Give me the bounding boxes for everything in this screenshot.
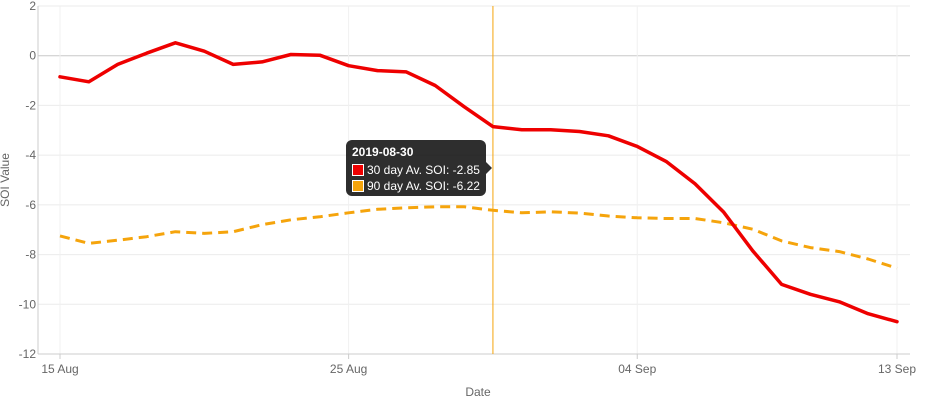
x-tick-label: 15 Aug: [41, 362, 78, 376]
series-line-90day-av-soi[interactable]: [59, 205, 898, 270]
y-tick-label: -8: [25, 248, 36, 262]
y-tick-label: -4: [25, 148, 36, 162]
y-tick-label: 0: [29, 49, 36, 63]
y-axis-tick-labels: 2 0 -2 -4 -6 -8 -10 -12: [19, 0, 37, 361]
tooltip-title: 2019-08-30: [352, 145, 414, 159]
data-tooltip: 2019-08-30 30 day Av. SOI: -2.85 90 day …: [346, 140, 492, 196]
y-tick-label: -2: [25, 98, 36, 112]
grid-lines: [37, 5, 910, 355]
y-tick-label: -10: [19, 297, 37, 311]
tooltip-swatch-90day: [352, 180, 364, 192]
tooltip-swatch-30day: [352, 164, 364, 176]
y-tick-label: 2: [29, 0, 36, 13]
tooltip-text-30day: 30 day Av. SOI: -2.85: [367, 163, 480, 177]
y-axis-title: SOI Value: [0, 153, 12, 207]
y-tick-label: -6: [25, 198, 36, 212]
series-line-30day-av-soi[interactable]: [58, 41, 899, 324]
x-tick-label: 04 Sep: [618, 362, 656, 376]
x-axis-title: Date: [465, 385, 491, 399]
y-tick-label: -12: [19, 347, 37, 361]
x-axis-tick-labels: 15 Aug 25 Aug 04 Sep 13 Sep: [41, 354, 916, 376]
x-tick-label: 25 Aug: [330, 362, 367, 376]
tooltip-row-30day: 30 day Av. SOI: -2.85: [352, 162, 480, 178]
series-lines[interactable]: [58, 41, 899, 324]
tooltip-row-90day: 90 day Av. SOI: -6.22: [352, 178, 480, 194]
tooltip-text-90day: 90 day Av. SOI: -6.22: [367, 179, 480, 193]
x-tick-label: 13 Sep: [878, 362, 916, 376]
